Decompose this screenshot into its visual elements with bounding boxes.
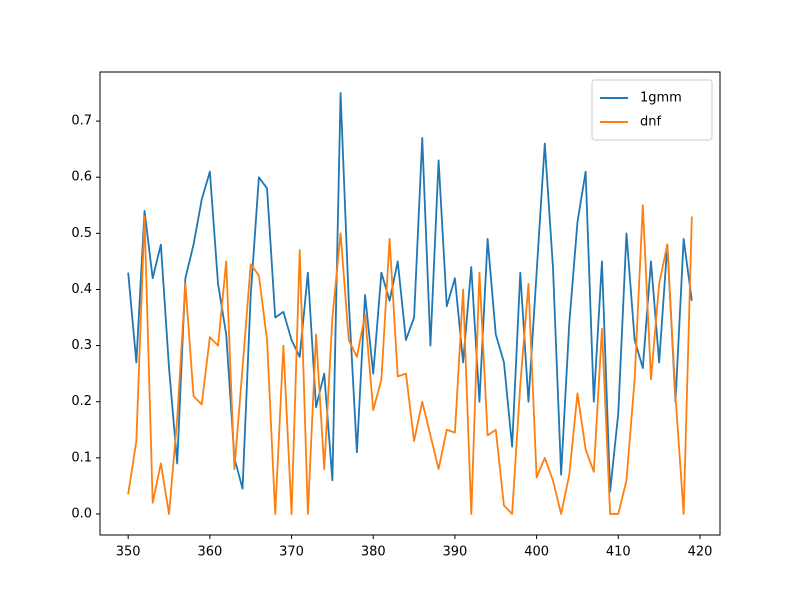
x-tick-label: 370 [279, 545, 304, 560]
legend-label: 1gmm [640, 91, 682, 106]
x-tick-label: 420 [688, 545, 713, 560]
x-tick-label: 390 [443, 545, 468, 560]
legend-box [591, 79, 713, 141]
series-line [127, 204, 693, 515]
x-tick-label: 350 [116, 545, 141, 560]
x-tick-label: 360 [197, 545, 222, 560]
plot-frame [99, 71, 721, 536]
y-tick-label: 0.1 [71, 450, 92, 465]
y-tick-label: 0.4 [71, 282, 92, 297]
y-tick-label: 0.5 [71, 226, 92, 241]
x-tick-label: 380 [361, 545, 386, 560]
y-tick-label: 0.3 [71, 338, 92, 353]
legend-label: dnf [640, 115, 661, 130]
y-tick-label: 0.7 [71, 114, 92, 129]
x-tick-label: 410 [606, 545, 631, 560]
x-tick-label: 400 [524, 545, 549, 560]
y-tick-label: 0.0 [71, 506, 92, 521]
y-tick-label: 0.6 [71, 170, 92, 185]
y-tick-label: 0.2 [71, 394, 92, 409]
